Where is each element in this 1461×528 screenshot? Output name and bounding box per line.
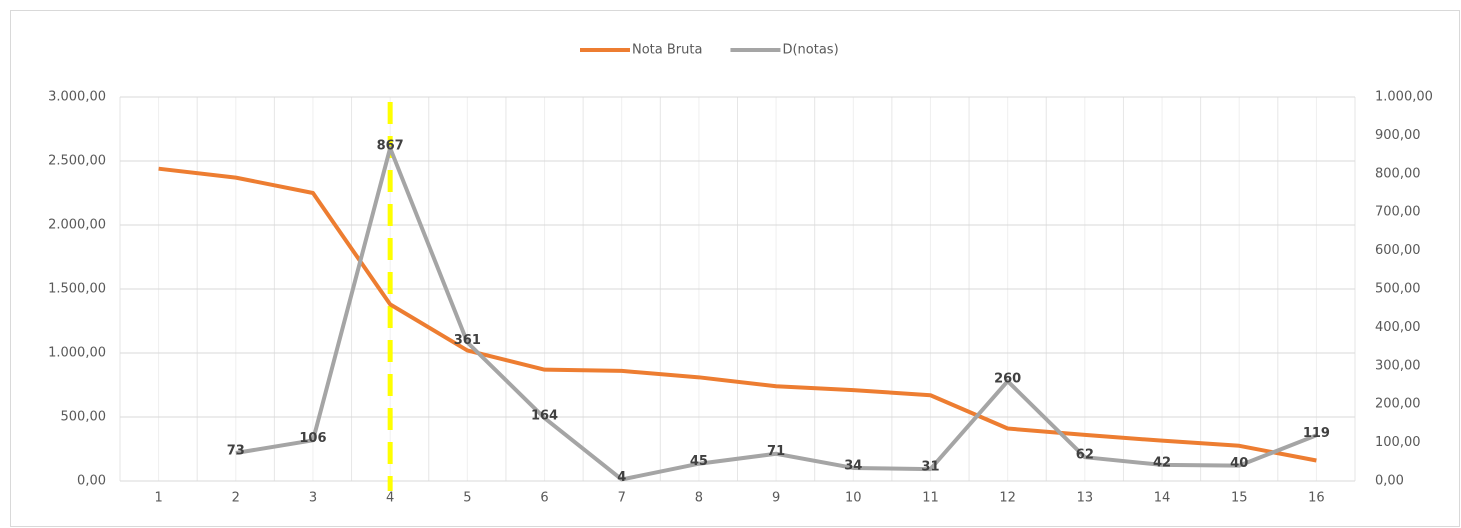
x-tick-label: 10: [845, 491, 862, 506]
x-tick-label: 11: [922, 491, 939, 506]
x-tick-label: 7: [618, 491, 626, 506]
y2-tick-label: 500,00: [1375, 282, 1421, 297]
legend-label: D(notas): [782, 43, 838, 58]
line-series: [158, 166, 1317, 463]
x-tick-label: 15: [1231, 491, 1248, 506]
legend-label: Nota Bruta: [632, 43, 702, 58]
x-tick-label: 2: [232, 491, 240, 506]
y2-tick-label: 1.000,00: [1375, 90, 1433, 105]
y2-tick-label: 600,00: [1375, 243, 1421, 258]
y-tick-label: 0,00: [77, 474, 106, 489]
data-label: 42: [1153, 455, 1171, 470]
data-label: 260: [994, 372, 1021, 387]
data-label: 31: [921, 460, 939, 475]
data-label: 106: [299, 431, 326, 446]
x-tick-label: 13: [1077, 491, 1094, 506]
x-tick-label: 4: [386, 491, 394, 506]
y2-tick-label: 400,00: [1375, 320, 1421, 335]
y-tick-label: 500,00: [61, 410, 107, 425]
x-tick-label: 3: [309, 491, 317, 506]
line-series: [235, 146, 1318, 482]
y-tick-label: 3.000,00: [48, 90, 106, 105]
y2-tick-label: 100,00: [1375, 435, 1421, 450]
data-label: 34: [844, 458, 862, 473]
data-label: 40: [1230, 456, 1248, 471]
y2-tick-label: 300,00: [1375, 358, 1421, 373]
x-tick-label: 9: [772, 491, 780, 506]
data-label: 4: [617, 470, 626, 485]
data-label: 867: [377, 139, 404, 154]
x-tick-label: 12: [999, 491, 1016, 506]
data-label: 361: [454, 333, 481, 348]
x-tick-label: 6: [540, 491, 548, 506]
data-label: 73: [227, 443, 245, 458]
data-label: 62: [1076, 448, 1094, 463]
y-tick-label: 2.500,00: [48, 154, 106, 169]
y2-tick-label: 0,00: [1375, 474, 1404, 489]
x-tick-label: 8: [695, 491, 703, 506]
x-tick-label: 1: [154, 491, 162, 506]
y-tick-label: 2.000,00: [48, 218, 106, 233]
y2-tick-label: 700,00: [1375, 205, 1421, 220]
y-tick-label: 1.000,00: [48, 346, 106, 361]
data-label: 164: [531, 409, 558, 424]
data-label: 119: [1303, 426, 1330, 441]
y2-tick-label: 800,00: [1375, 166, 1421, 181]
x-tick-label: 16: [1308, 491, 1325, 506]
data-label: 45: [690, 454, 708, 469]
y-tick-label: 1.500,00: [48, 282, 106, 297]
data-label: 71: [767, 444, 785, 459]
y2-tick-label: 900,00: [1375, 128, 1421, 143]
x-tick-label: 5: [463, 491, 471, 506]
y2-tick-label: 200,00: [1375, 397, 1421, 412]
x-tick-label: 14: [1154, 491, 1171, 506]
